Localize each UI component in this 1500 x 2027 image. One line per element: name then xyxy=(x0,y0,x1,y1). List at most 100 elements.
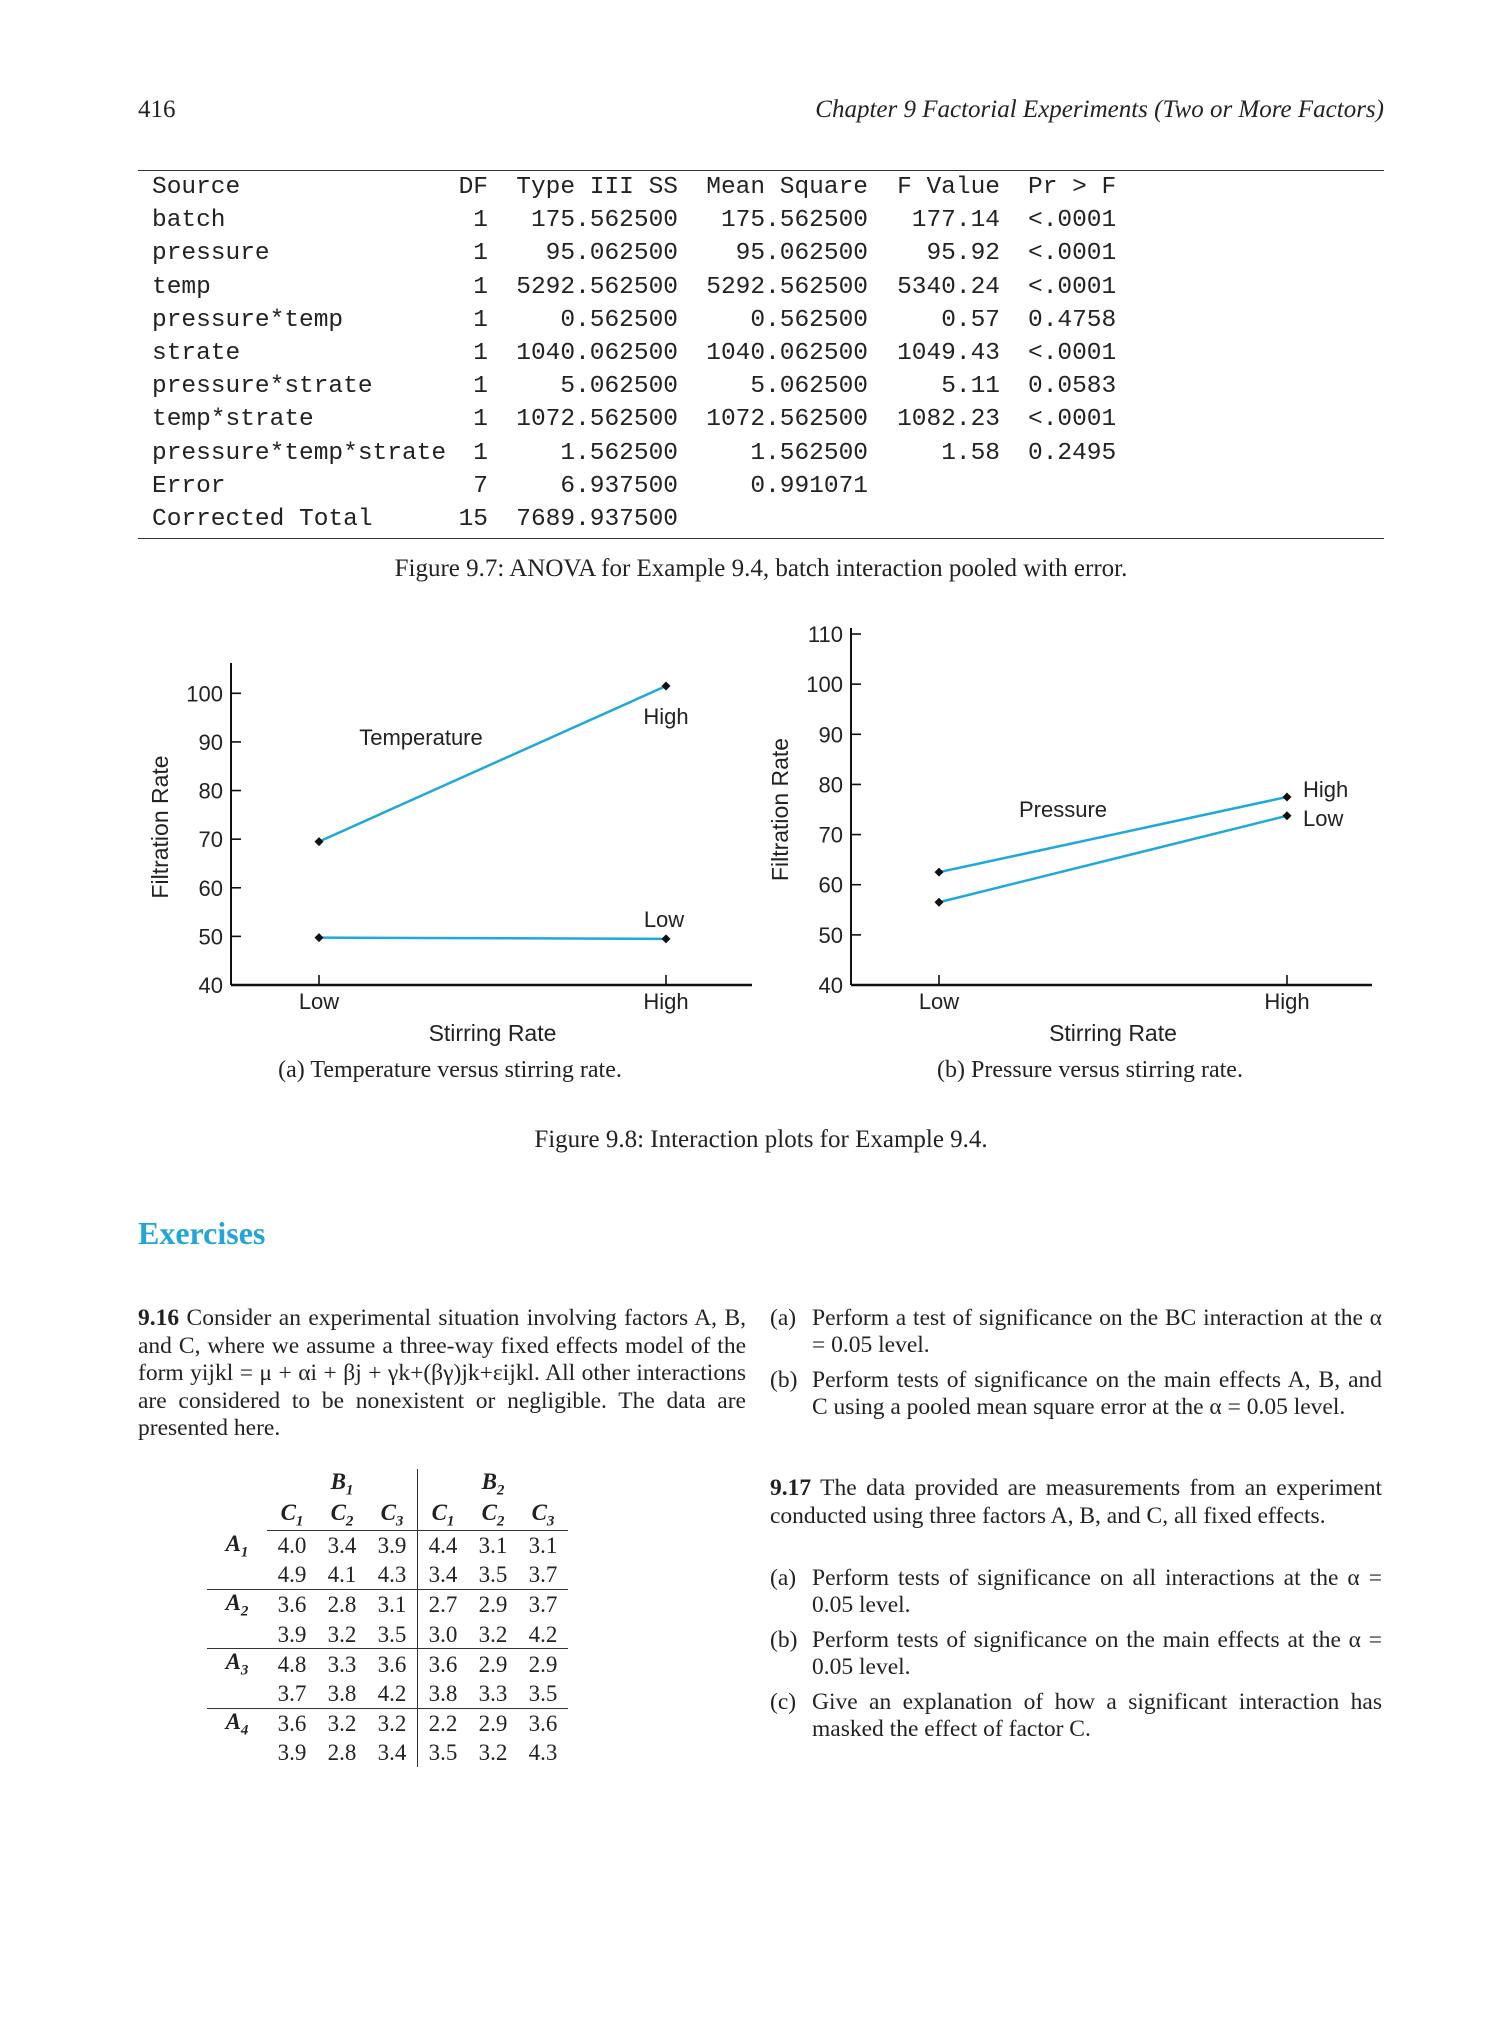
data-cell: 3.1 xyxy=(478,1533,508,1559)
cell-ss: 5292.562500 xyxy=(516,273,678,301)
y-tick-label: 40 xyxy=(199,973,223,998)
y-tick-label: 40 xyxy=(819,973,843,998)
y-tick-label: 100 xyxy=(186,681,223,706)
cell-df: 1 xyxy=(473,340,488,368)
cell-df: 1 xyxy=(473,406,488,434)
cell-ss: 95.062500 xyxy=(545,240,678,268)
c-header: C1 xyxy=(417,1499,468,1532)
a-label: A1 xyxy=(225,1530,249,1561)
cell-source: strate xyxy=(152,340,241,368)
part-text: Give an explanation of how a significant… xyxy=(812,1689,1382,1742)
anova-row: pressure*strate 1 5.062500 5.062500 5.11 0.05… xyxy=(152,370,1138,403)
y-axis-label: Filtration Rate xyxy=(147,755,173,898)
cell-source: Error xyxy=(152,472,226,500)
cell-ss: 6.937500 xyxy=(560,472,678,500)
data-point xyxy=(1282,811,1292,821)
data-cell: 4.4 xyxy=(417,1530,468,1562)
page-number: 416 xyxy=(138,96,176,123)
y-tick-label: 90 xyxy=(199,730,223,755)
cell-source: temp xyxy=(152,273,211,301)
data-cell: 4.1 xyxy=(327,1562,357,1588)
data-cell: 3.5 xyxy=(417,1739,468,1768)
cell-f: 1049.43 xyxy=(897,340,1000,368)
table-row: A2 3.6 2.8 3.1 2.7 2.9 3.7 xyxy=(207,1589,568,1621)
x-tick-label: Low xyxy=(299,989,339,1014)
c-header: C2 xyxy=(317,1499,367,1532)
c-header: C3 xyxy=(367,1499,418,1532)
data-cell: 3.9 xyxy=(277,1621,307,1647)
cell-df: 15 xyxy=(458,505,488,533)
cell-ss: 5.062500 xyxy=(560,373,678,401)
exercise-9-17-part-b: (b) Perform tests of significance on the… xyxy=(770,1627,1382,1681)
data-cell: 2.9 xyxy=(468,1707,518,1740)
cell-source: Corrected Total xyxy=(152,505,373,533)
data-point xyxy=(314,933,324,943)
cell-ms: 5292.562500 xyxy=(706,273,868,301)
a-label: A2 xyxy=(207,1589,267,1621)
data-cell: 2.8 xyxy=(327,1740,357,1766)
data-point xyxy=(661,934,671,944)
exercise-9-16: 9.16 Consider an experimental situation … xyxy=(138,1305,746,1443)
exercise-9-17-number: 9.17 xyxy=(770,1475,812,1501)
data-cell: 3.5 xyxy=(478,1562,508,1588)
data-cell: 3.1 xyxy=(367,1589,418,1621)
data-cell: 4.2 xyxy=(377,1680,407,1706)
y-axis-label: Filtration Rate xyxy=(767,738,793,881)
exercise-9-17: 9.17 The data provided are measurements … xyxy=(770,1475,1382,1530)
data-cell: 3.6 xyxy=(518,1707,568,1740)
cell-ms: 0.562500 xyxy=(750,306,868,334)
cell-df: 1 xyxy=(473,306,488,334)
data-cell: 3.3 xyxy=(478,1680,508,1706)
cell-p: <.0001 xyxy=(1028,207,1117,235)
cell-ms xyxy=(678,503,868,536)
cell-ms: 1.562500 xyxy=(750,439,868,467)
exercise-9-16-number: 9.16 xyxy=(138,1305,180,1331)
x-tick-label: High xyxy=(1264,989,1309,1014)
anova-row: temp 1 5292.562500 5292.562500 5340.24 <.0001 xyxy=(152,271,1138,304)
data-cell: 3.0 xyxy=(417,1620,468,1649)
exercise-9-16-part-b: (b) Perform tests of significance on the… xyxy=(770,1367,1382,1449)
cell-source: pressure*temp*strate xyxy=(152,439,447,467)
chart-annotation: Pressure xyxy=(1019,797,1107,822)
cell-df: 1 xyxy=(473,207,488,235)
exercise-9-17-text: The data provided are measurements from … xyxy=(770,1475,1383,1529)
data-cell: 3.5 xyxy=(377,1621,407,1647)
subcaption-b: (b) Pressure versus stirring rate. xyxy=(937,1057,1243,1083)
cell-ms: 0.991071 xyxy=(750,472,868,500)
series-line-high xyxy=(938,795,1288,874)
cell-source: temp*strate xyxy=(152,406,314,434)
data-cell: 4.3 xyxy=(528,1740,558,1766)
y-tick-label: 70 xyxy=(819,823,843,848)
chapter-title: Chapter 9 Factorial Experiments (Two or … xyxy=(815,96,1384,123)
cell-f: 95.92 xyxy=(926,240,1000,268)
cell-f: 1082.23 xyxy=(897,406,1000,434)
part-label: (b) xyxy=(770,1627,798,1653)
part-text: Perform tests of significance on all int… xyxy=(812,1565,1382,1618)
x-axis-label: Stirring Rate xyxy=(1049,1020,1177,1046)
cell-df: 1 xyxy=(473,273,488,301)
series-line-high xyxy=(318,684,667,843)
corner-cell xyxy=(207,1469,267,1500)
cell-ss: 0.562500 xyxy=(560,306,678,334)
cell-f: 5340.24 xyxy=(897,273,1000,301)
series-label-high: High xyxy=(643,704,688,729)
c-header-row: C1 C2 C3 C1 C2 C3 xyxy=(207,1499,568,1532)
c-header: C3 xyxy=(518,1499,568,1532)
anova-header-row: Source DF Type III SS Mean Square F Valu… xyxy=(152,171,1138,204)
cell-ss: 1072.562500 xyxy=(516,406,678,434)
data-cell: 3.6 xyxy=(267,1589,317,1621)
data-cell: 3.2 xyxy=(478,1740,508,1766)
data-point xyxy=(661,681,671,691)
anova-row: batch 1 175.562500 175.562500 177.14 <.0001 xyxy=(152,204,1138,237)
cell-f: 0.57 xyxy=(941,306,1000,334)
part-label: (b) xyxy=(770,1367,798,1393)
cell-ms: 95.062500 xyxy=(735,240,868,268)
y-tick-label: 80 xyxy=(199,779,223,804)
a-label xyxy=(207,1561,267,1589)
data-cell: 3.9 xyxy=(377,1533,407,1559)
exercise-9-17-part-a: (a) Perform tests of significance on all… xyxy=(770,1565,1382,1619)
data-point xyxy=(934,897,944,907)
y-tick-label: 70 xyxy=(199,827,223,852)
a-label xyxy=(207,1680,267,1708)
a-label: A3 xyxy=(207,1648,267,1681)
